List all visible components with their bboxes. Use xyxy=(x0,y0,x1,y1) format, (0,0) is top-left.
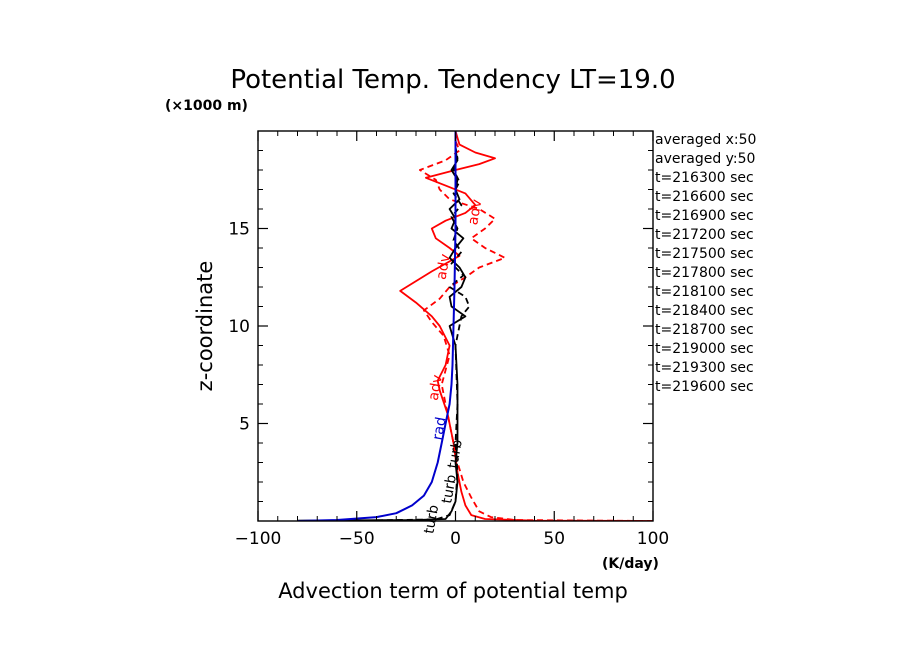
y-unit-label: (×1000 m) xyxy=(165,98,248,114)
x-tick-label: 100 xyxy=(637,529,669,549)
legend-line: t=217500 sec xyxy=(655,246,754,262)
legend-line: t=216900 sec xyxy=(655,208,754,224)
x-tick-label: 0 xyxy=(450,529,461,549)
axis-ticks: −100 −50 0 50 100 5 10 15 xyxy=(228,131,669,549)
legend: averaged x:50 averaged y:50 t=216300 sec t=… xyxy=(655,132,756,395)
series-line-3 xyxy=(356,131,471,521)
series-line-4 xyxy=(297,131,457,521)
x-tick-label: −50 xyxy=(339,529,375,549)
legend-line: t=218100 sec xyxy=(655,284,754,300)
legend-line: t=219000 sec xyxy=(655,341,754,357)
x-tick-label: 50 xyxy=(543,529,565,549)
y-tick-label: 10 xyxy=(228,317,250,337)
legend-line: t=218400 sec xyxy=(655,303,754,319)
x-tick-label: −100 xyxy=(235,529,282,549)
chart-title: Potential Temp. Tendency LT=19.0 xyxy=(230,65,675,95)
curve-label: adv xyxy=(426,374,446,402)
legend-line: t=216300 sec xyxy=(655,170,754,186)
curve-label: rad xyxy=(430,416,450,442)
curve-label: adv xyxy=(434,253,454,281)
plot-lines xyxy=(297,131,653,521)
legend-line: averaged x:50 xyxy=(655,132,756,148)
curve-label: turb xyxy=(439,473,460,504)
curve-label: turb xyxy=(445,438,466,469)
y-tick-label: 15 xyxy=(228,220,250,240)
curve-label: adv xyxy=(465,198,485,226)
legend-line: t=216600 sec xyxy=(655,189,754,205)
x-axis-title: Advection term of potential temp xyxy=(278,579,628,603)
legend-line: averaged y:50 xyxy=(655,151,755,167)
series-line-1 xyxy=(419,131,653,521)
y-tick-label: 5 xyxy=(239,415,250,435)
legend-line: t=217200 sec xyxy=(655,227,754,243)
y-axis-title: z-coordinate xyxy=(193,261,217,392)
curve-label: turb xyxy=(421,504,442,535)
legend-line: t=217800 sec xyxy=(655,265,754,281)
legend-line: t=219600 sec xyxy=(655,379,754,395)
legend-line: t=219300 sec xyxy=(655,360,754,376)
legend-line: t=218700 sec xyxy=(655,322,754,338)
x-unit-label: (K/day) xyxy=(602,556,659,572)
